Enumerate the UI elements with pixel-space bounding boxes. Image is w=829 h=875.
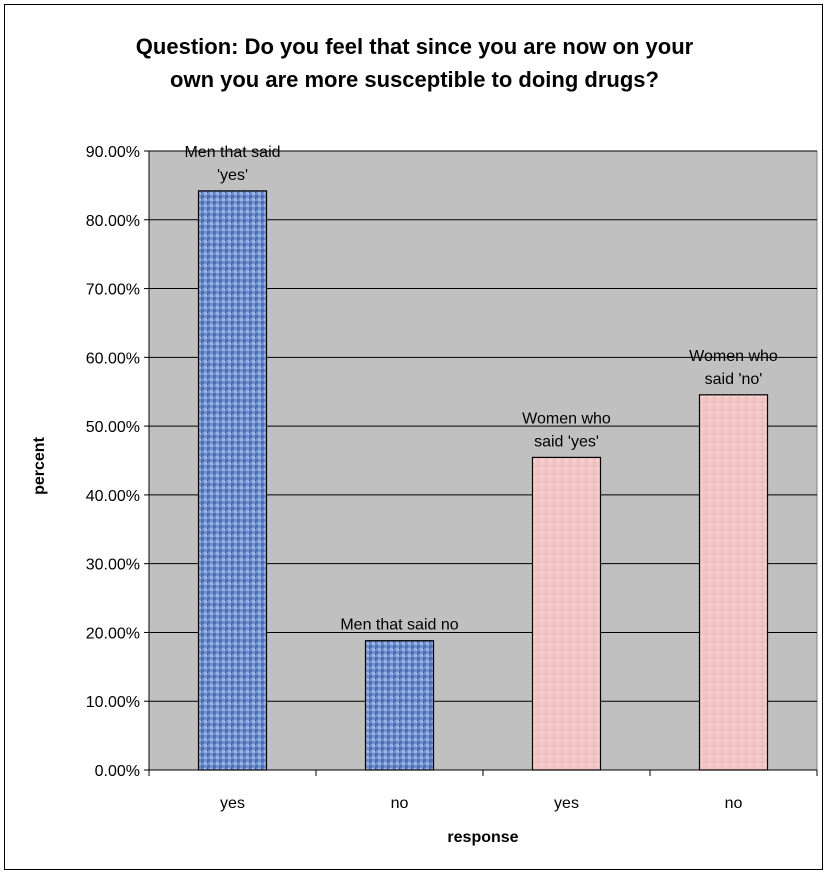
y-tick-label: 40.00%: [86, 488, 140, 505]
y-tick-label: 10.00%: [86, 694, 140, 711]
y-tick-label: 90.00%: [86, 144, 140, 161]
y-tick-label: 20.00%: [86, 625, 140, 642]
bar-data-label: Women who: [522, 410, 611, 427]
x-tick-label: yes: [220, 795, 245, 812]
bars: [197, 190, 769, 771]
bar-data-label: Women who: [689, 348, 778, 365]
y-tick-label: 80.00%: [86, 213, 140, 230]
y-axis-ticks: 0.00% 10.00% 20.00% 30.00% 40.00% 50.00% 60.00…: [86, 144, 150, 780]
chart-title-line-2: own you are more susceptible to doing dr…: [170, 67, 659, 92]
bar-data-label: Men that said: [184, 144, 280, 161]
bar: [698, 394, 769, 771]
chart-title-line-1: Question: Do you feel that since you are…: [135, 34, 694, 59]
y-tick-label: 0.00%: [95, 763, 140, 780]
bar-data-label: Men that said no: [340, 617, 458, 634]
y-tick-label: 70.00%: [86, 282, 140, 299]
chart-title: Question: Do you feel that since you are…: [0, 30, 829, 96]
y-axis-title: percent: [31, 436, 48, 494]
bar-data-label: said 'no': [705, 371, 763, 388]
bar: [364, 640, 435, 771]
y-tick-label: 30.00%: [86, 557, 140, 574]
bar: [531, 456, 602, 771]
bar-data-label: said 'yes': [534, 433, 599, 450]
x-axis-ticks: yes no yes no: [148, 769, 818, 812]
y-tick-label: 50.00%: [86, 419, 140, 436]
bar-data-label: 'yes': [217, 167, 248, 184]
y-tick-label: 60.00%: [86, 350, 140, 367]
bar: [197, 190, 268, 771]
x-tick-label: no: [391, 795, 409, 812]
x-tick-label: yes: [554, 795, 579, 812]
x-axis-title: response: [447, 829, 518, 846]
bar-labels: Men that said 'yes' Men that said no Women …: [184, 144, 777, 634]
x-tick-label: no: [725, 795, 743, 812]
